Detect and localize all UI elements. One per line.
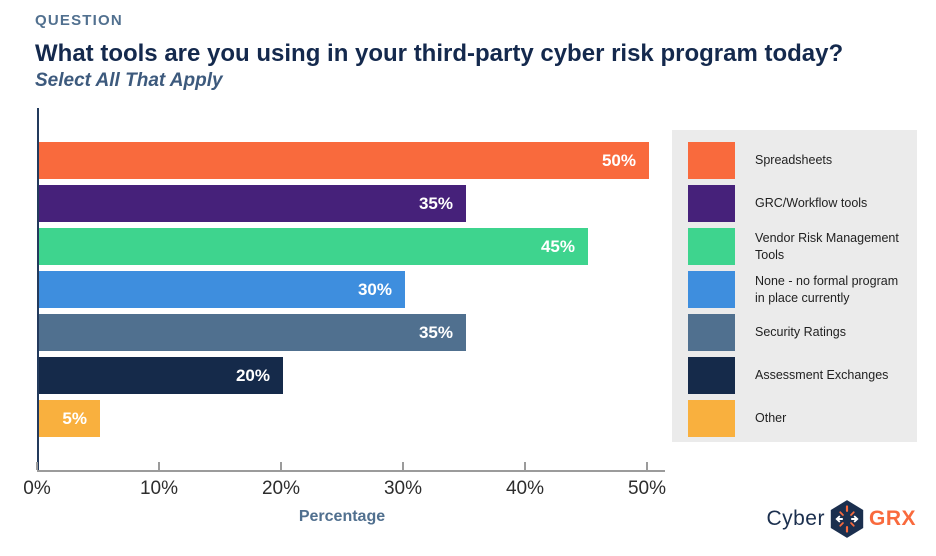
legend-swatch-0: [688, 142, 735, 179]
legend-panel: Spreadsheets GRC/Workflow tools Vendor Ris…: [672, 130, 917, 442]
legend-swatch-1: [688, 185, 735, 222]
legend-label-5: Assessment Exchanges: [755, 368, 889, 383]
legend-label-1: GRC/Workflow tools: [755, 196, 868, 211]
legend-label-6: Other: [755, 411, 787, 426]
x-tick-mark: [36, 462, 38, 470]
x-tick-mark: [646, 462, 648, 470]
bar-value-label: 5%: [62, 408, 87, 428]
bar-value-label: 45%: [540, 236, 575, 256]
bar-value-label: 30%: [357, 279, 392, 299]
x-axis-line: [37, 470, 665, 472]
x-axis-title: Percentage: [298, 508, 386, 525]
bar-2: 45%: [39, 228, 588, 265]
question-eyebrow: QUESTION: [35, 12, 123, 29]
bar-1: 35%: [39, 185, 466, 222]
legend-swatch-3: [688, 271, 735, 308]
bar-3: 30%: [39, 271, 405, 308]
legend-label-0: Spreadsheets: [755, 153, 833, 168]
legend-swatch-5: [688, 357, 735, 394]
y-axis-line: [37, 108, 39, 472]
bar-value-label: 20%: [235, 365, 270, 385]
x-tick-label: 30%: [383, 478, 423, 499]
bar-6: 5%: [39, 400, 100, 437]
legend-swatch-6: [688, 400, 735, 437]
bar-value-label: 35%: [418, 322, 453, 342]
x-tick-mark: [158, 462, 160, 470]
x-tick-mark: [402, 462, 404, 470]
legend-swatch-4: [688, 314, 735, 351]
legend-label-2: Vendor Risk Management Tools: [755, 231, 899, 262]
bar-4: 35%: [39, 314, 466, 351]
chart-subtitle: Select All That Apply: [35, 70, 223, 91]
x-tick-label: 50%: [627, 478, 667, 499]
bar-5: 20%: [39, 357, 283, 394]
bar-value-label: 35%: [418, 193, 453, 213]
legend-label-4: Security Ratings: [755, 325, 847, 340]
logo-grx-text: GRX: [868, 507, 916, 530]
bar-0: 50%: [39, 142, 649, 179]
legend-swatch-2: [688, 228, 735, 265]
legend-label-3: None - no formal program in place curren…: [755, 274, 899, 305]
x-tick-label: 10%: [139, 478, 179, 499]
x-tick-label: 20%: [261, 478, 301, 499]
x-tick-mark: [524, 462, 526, 470]
x-tick-mark: [280, 462, 282, 470]
x-tick-label: 40%: [505, 478, 545, 499]
cybergrx-hexagon-icon: [829, 499, 865, 539]
x-tick-label: 0%: [23, 478, 51, 499]
bar-value-label: 50%: [601, 150, 636, 170]
logo-cyber-text: Cyber: [766, 507, 825, 530]
cybergrx-logo: Cyber: [766, 499, 916, 539]
chart-title: What tools are you using in your third-p…: [35, 40, 844, 67]
